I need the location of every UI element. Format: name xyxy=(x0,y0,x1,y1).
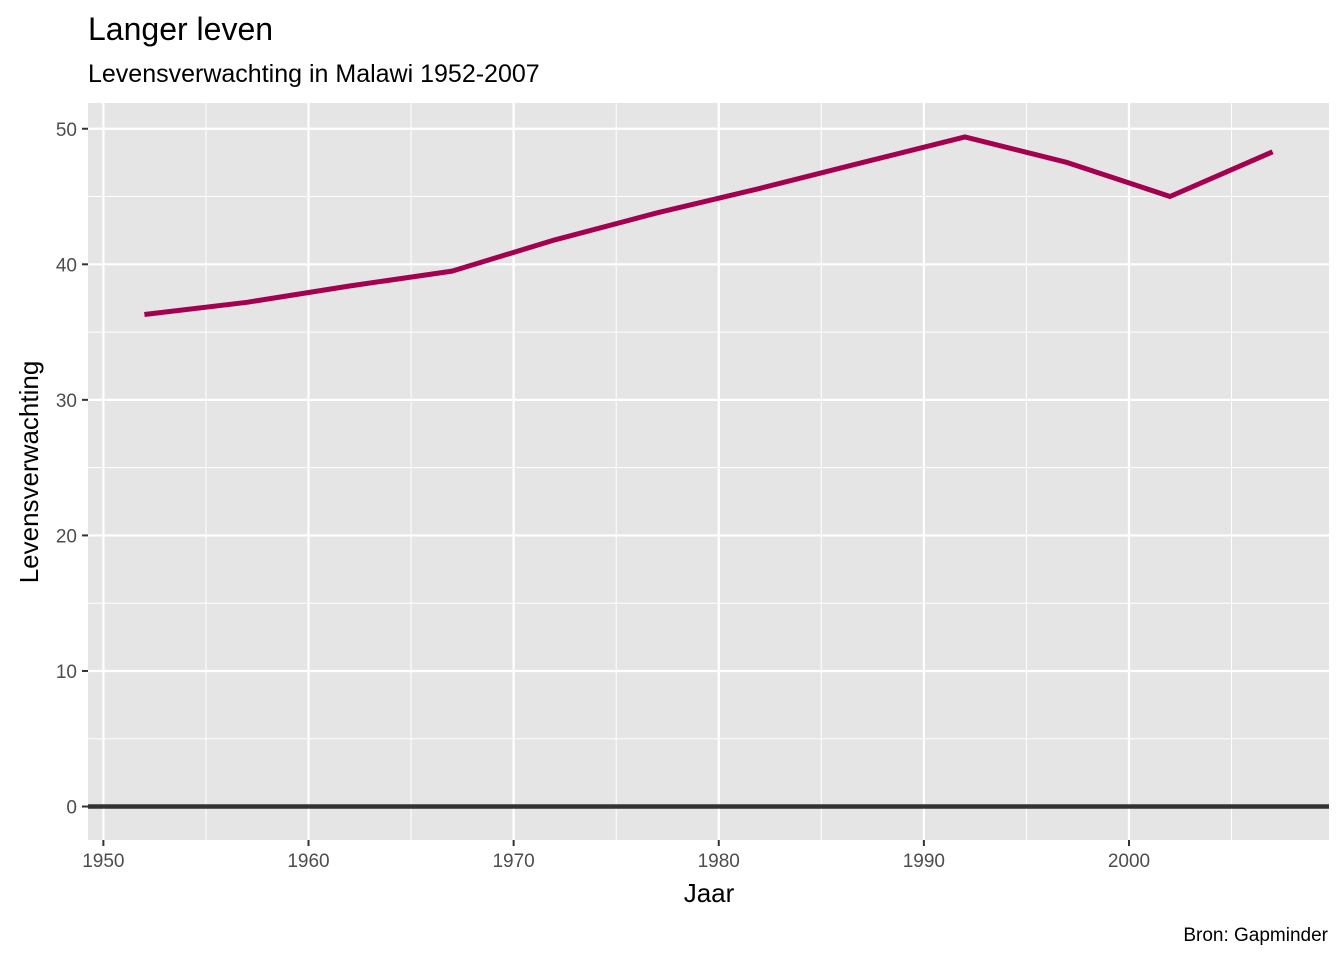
x-tick-label: 1950 xyxy=(82,851,124,872)
plot-panel xyxy=(88,103,1329,840)
y-axis-ticks: 0 10 20 30 40 50 xyxy=(56,120,88,819)
x-axis-ticks: 1950 1960 1970 1980 1990 2000 xyxy=(82,840,1150,872)
x-tick-label: 1960 xyxy=(287,851,329,872)
chart-title: Langer leven xyxy=(88,11,273,47)
series-layer xyxy=(144,134,1274,317)
x-tick-label: 1980 xyxy=(698,851,740,872)
chart-caption: Bron: Gapminder xyxy=(1183,925,1328,946)
y-tick-label: 10 xyxy=(56,662,77,683)
x-tick-label: 2000 xyxy=(1108,851,1150,872)
y-tick-label: 50 xyxy=(56,120,77,141)
series-line xyxy=(144,134,1274,317)
y-tick-label: 20 xyxy=(56,526,77,547)
y-tick-label: 30 xyxy=(56,391,77,412)
y-tick-label: 0 xyxy=(66,798,77,819)
x-tick-label: 1970 xyxy=(492,851,534,872)
x-tick-label: 1990 xyxy=(903,851,945,872)
y-axis-title: Levensverwachting xyxy=(14,361,44,584)
chart-subtitle: Levensverwachting in Malawi 1952-2007 xyxy=(88,60,540,88)
x-axis-title: Jaar xyxy=(684,878,735,908)
y-tick-label: 40 xyxy=(56,255,77,276)
